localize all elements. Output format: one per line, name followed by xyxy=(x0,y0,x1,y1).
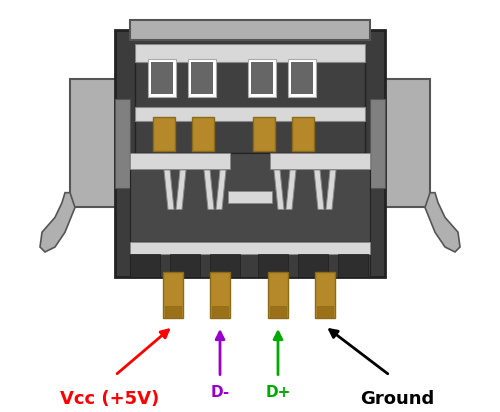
Bar xyxy=(130,254,160,277)
Bar xyxy=(338,254,368,277)
Bar xyxy=(258,254,288,277)
Bar xyxy=(288,59,316,97)
Bar xyxy=(375,79,430,208)
Bar xyxy=(228,191,272,203)
Bar xyxy=(192,117,214,151)
Bar xyxy=(315,272,335,318)
Bar xyxy=(268,272,288,318)
Polygon shape xyxy=(425,193,460,252)
Bar xyxy=(70,79,125,208)
Bar xyxy=(292,117,314,151)
Polygon shape xyxy=(314,170,324,209)
Polygon shape xyxy=(274,170,284,209)
Polygon shape xyxy=(216,170,226,209)
Bar xyxy=(210,272,230,318)
Bar xyxy=(135,44,365,62)
Bar xyxy=(212,306,228,318)
Bar xyxy=(270,153,370,169)
Text: D-: D- xyxy=(210,385,230,400)
Bar xyxy=(130,153,370,242)
Bar xyxy=(317,306,333,318)
Bar xyxy=(170,254,200,277)
Bar xyxy=(135,107,365,121)
Polygon shape xyxy=(40,193,75,252)
Bar xyxy=(253,117,275,151)
Bar xyxy=(251,62,273,94)
Bar xyxy=(291,62,313,94)
Bar xyxy=(130,20,370,40)
Polygon shape xyxy=(176,170,186,209)
Bar xyxy=(210,254,240,277)
Bar xyxy=(153,117,175,151)
Text: Ground: Ground xyxy=(360,390,434,408)
Text: Vcc (+5V): Vcc (+5V) xyxy=(60,390,159,408)
Polygon shape xyxy=(164,170,174,209)
Polygon shape xyxy=(286,170,296,209)
Bar xyxy=(191,62,213,94)
Bar xyxy=(270,306,286,318)
Bar xyxy=(130,242,370,254)
Bar xyxy=(151,62,173,94)
Bar xyxy=(188,59,216,97)
Bar xyxy=(135,44,365,153)
Bar xyxy=(165,306,181,318)
Bar xyxy=(115,30,385,277)
Bar xyxy=(130,242,370,277)
Bar xyxy=(115,99,130,188)
Text: D+: D+ xyxy=(266,385,290,400)
Polygon shape xyxy=(326,170,336,209)
Bar xyxy=(148,59,176,97)
Bar xyxy=(248,59,276,97)
Bar xyxy=(298,254,328,277)
Bar xyxy=(163,272,183,318)
Bar xyxy=(370,99,385,188)
Polygon shape xyxy=(204,170,214,209)
Bar xyxy=(130,153,230,169)
